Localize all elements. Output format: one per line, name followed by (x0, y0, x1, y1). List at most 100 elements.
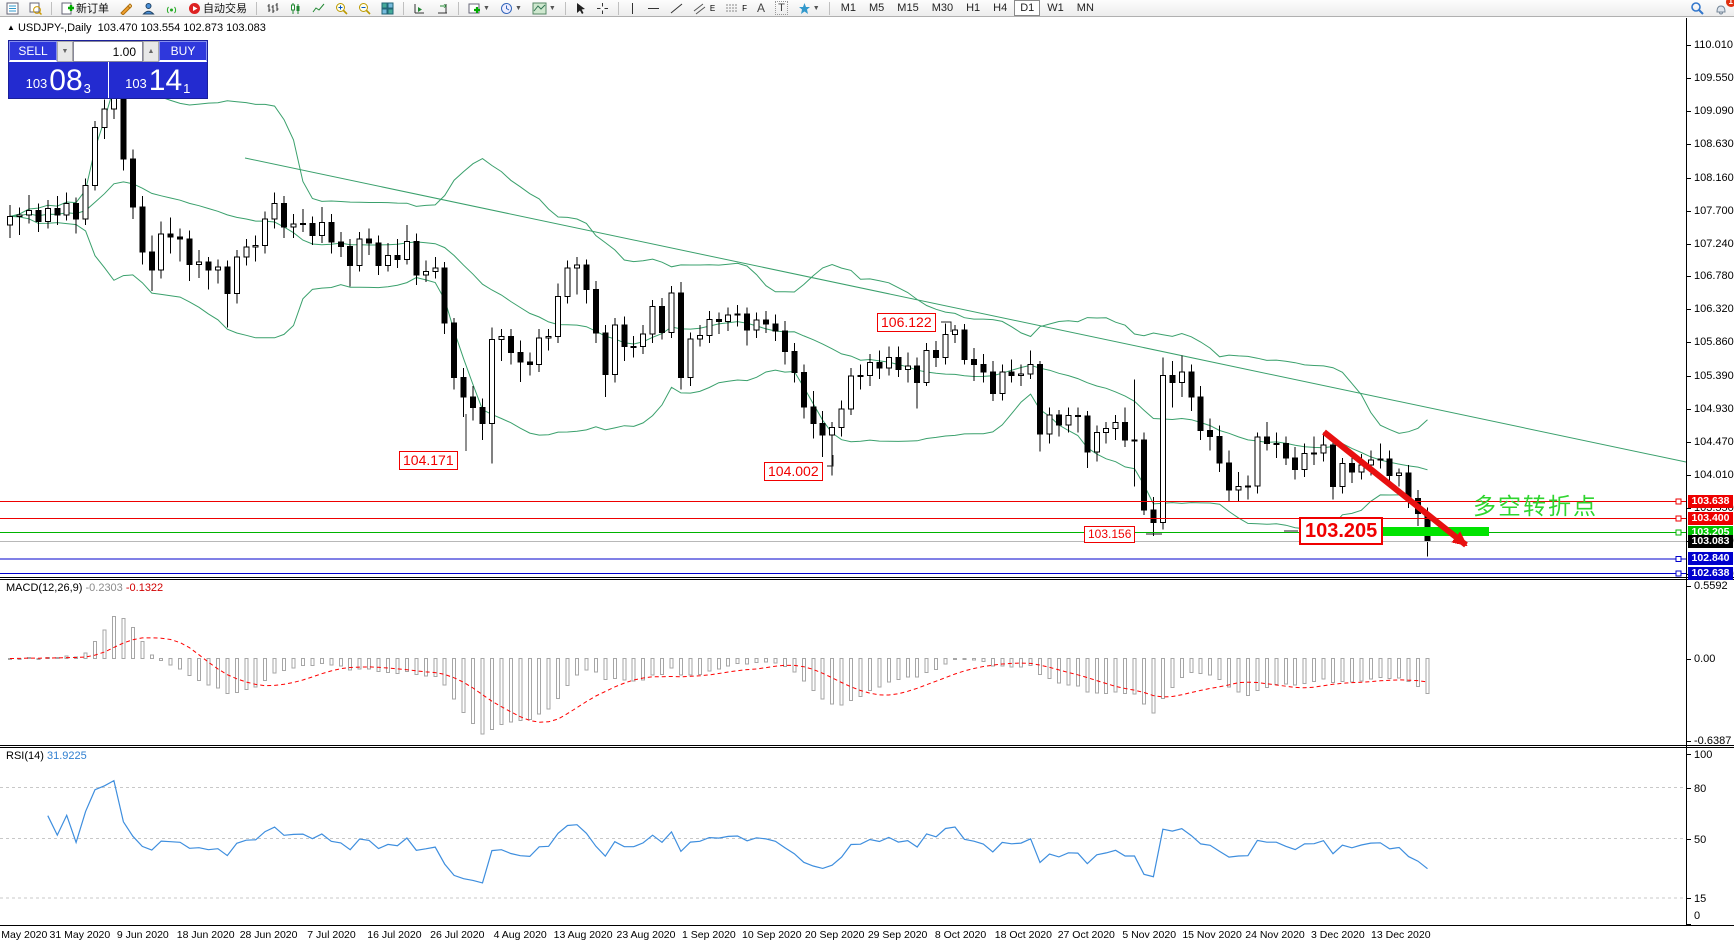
macd-rsi-separator (0, 747, 1734, 748)
volume-input[interactable] (73, 41, 143, 62)
date-tick: 3 Dec 2020 (1311, 929, 1365, 941)
date-tick: 5 Nov 2020 (1122, 929, 1177, 941)
macd-rsi-separator[interactable] (0, 745, 1734, 746)
line-chart-icon[interactable] (308, 0, 329, 17)
horizontal-line-tool[interactable] (643, 0, 664, 17)
price-annotation-104.171[interactable]: 104.171 (399, 451, 458, 471)
autotrading-button[interactable]: 自动交易 (184, 0, 251, 17)
timeframe-button-W1[interactable]: W1 (1047, 2, 1064, 14)
chart-macd-separator[interactable] (0, 577, 1734, 578)
trendline-tool[interactable] (666, 0, 687, 17)
add-indicator-button[interactable]: ▼ (464, 0, 494, 17)
cursor-icon[interactable] (571, 0, 590, 17)
macd-indicator (8, 616, 1430, 735)
date-tick: 9 Jun 2020 (116, 929, 169, 941)
green-highlight-bar[interactable] (1376, 527, 1489, 536)
date-tick: 15 Nov 2020 (1182, 929, 1242, 941)
toolbar-separator (828, 1, 830, 15)
one-click-trading-panel: SELL ▼ ▲ BUY 103 08 3 103 14 1 (8, 40, 208, 99)
red-trend-arrow[interactable] (1322, 429, 1468, 548)
chart-symbol-period: USDJPY-,Daily (17, 22, 92, 34)
date-tick: 4 Aug 2020 (493, 929, 547, 941)
shapes-tool[interactable]: ▼ (794, 0, 824, 17)
timeframe-button-H4[interactable]: H4 (993, 2, 1008, 14)
horizontal-price-lines[interactable] (0, 498, 1686, 577)
chart-ohlc-values: 103.470 103.554 102.873 103.083 (97, 22, 266, 34)
date-tick: 23 Aug 2020 (616, 929, 676, 941)
price-tag-102.638: 102.638 (1688, 566, 1733, 580)
autotrading-label: 自动交易 (203, 3, 247, 15)
price-tick: 110.010 (1694, 39, 1733, 51)
toolbar-separator (51, 1, 52, 15)
date-tick: 20 Sep 2020 (804, 929, 865, 941)
timeframe-button-H1[interactable]: H1 (966, 2, 981, 14)
price-tag-103.400: 103.400 (1688, 512, 1733, 526)
timeframe-button-MN[interactable]: MN (1076, 2, 1094, 14)
price-annotation-106.122[interactable]: 106.122 (877, 313, 936, 333)
text-tool[interactable]: A (757, 1, 766, 15)
price-tag-103.638: 103.638 (1688, 495, 1733, 509)
price-annotation-103.156[interactable]: 103.156 (1084, 526, 1136, 544)
fibonacci-tool[interactable]: F (721, 0, 751, 17)
timeframe-button-M30[interactable]: M30 (931, 2, 954, 14)
price-tick: 105.860 (1694, 336, 1734, 349)
candlestick-icon[interactable] (285, 0, 306, 17)
rsi-indicator (0, 779, 1686, 899)
price-tick: 107.700 (1694, 204, 1734, 217)
date-tick: 13 Aug 2020 (553, 929, 613, 941)
signal-icon[interactable] (161, 0, 182, 17)
channel-tool[interactable]: E (689, 0, 719, 17)
price-tick: 108.630 (1694, 137, 1734, 150)
rsi-bottom-border (0, 925, 1734, 926)
new-order-button[interactable]: 新订单 (57, 0, 113, 17)
volume-increase-button[interactable]: ▲ (143, 41, 159, 62)
profiles-icon[interactable]: ▼ (528, 0, 560, 17)
buy-button[interactable]: BUY (159, 41, 207, 62)
sell-button[interactable]: SELL (9, 41, 57, 62)
clock-icon[interactable]: ▼ (496, 0, 526, 17)
bar-chart-icon[interactable] (262, 0, 283, 17)
price-tick: 105.390 (1694, 370, 1734, 383)
toolbar-separator (458, 1, 459, 15)
label-tool[interactable]: T (771, 0, 792, 17)
toolbar-separator (617, 1, 619, 15)
timeframe-button-M5[interactable]: M5 (869, 2, 885, 14)
timeframe-button-D1[interactable]: D1 (1014, 0, 1041, 16)
timeframe-button-M1[interactable]: M1 (840, 2, 857, 14)
auto-scroll-icon[interactable] (432, 0, 453, 17)
chart-shift-icon[interactable] (409, 0, 430, 17)
crosshair-icon[interactable] (592, 0, 613, 17)
zoom-out-icon[interactable] (354, 0, 375, 17)
date-tick: 18 Jun 2020 (176, 929, 235, 941)
timeframe-button-M15[interactable]: M15 (897, 2, 919, 14)
vertical-line-tool[interactable] (624, 0, 641, 17)
price-tag-102.840: 102.840 (1688, 552, 1733, 566)
bull-bear-turning-point-text[interactable]: 多空转折点 (1473, 493, 1598, 519)
bollinger-bands (9, 86, 1428, 531)
person-icon[interactable] (138, 0, 159, 17)
zoom-in-icon[interactable] (331, 0, 352, 17)
volume-decrease-button[interactable]: ▼ (57, 41, 73, 62)
descending-trendline[interactable] (244, 157, 1687, 463)
date-tick: 26 Jul 2020 (430, 929, 485, 941)
tile-windows-icon[interactable] (377, 0, 398, 17)
price-tick: 108.160 (1694, 171, 1734, 184)
date-tick: 1 Sep 2020 (682, 929, 736, 941)
price-annotation-103.205[interactable]: 103.205 (1299, 517, 1384, 545)
rsi-label: RSI(14) 31.9225 (6, 750, 87, 762)
search-icon[interactable] (1686, 0, 1708, 17)
market-watch-icon[interactable] (2, 0, 23, 17)
data-window-icon[interactable] (25, 0, 46, 17)
notification-icon[interactable]: 1 (1710, 0, 1734, 17)
toolbar-separator (403, 1, 404, 15)
price-annotation-104.002[interactable]: 104.002 (764, 462, 823, 482)
crayon-icon[interactable] (115, 0, 136, 17)
price-tick: 109.090 (1694, 104, 1734, 117)
ohlc-expand-icon[interactable]: ▲ (7, 23, 15, 32)
buy-price[interactable]: 103 14 1 (125, 64, 191, 97)
price-tick: 109.550 (1694, 71, 1734, 84)
price-tick: 104.930 (1694, 403, 1734, 416)
sell-price[interactable]: 103 08 3 (9, 62, 109, 98)
